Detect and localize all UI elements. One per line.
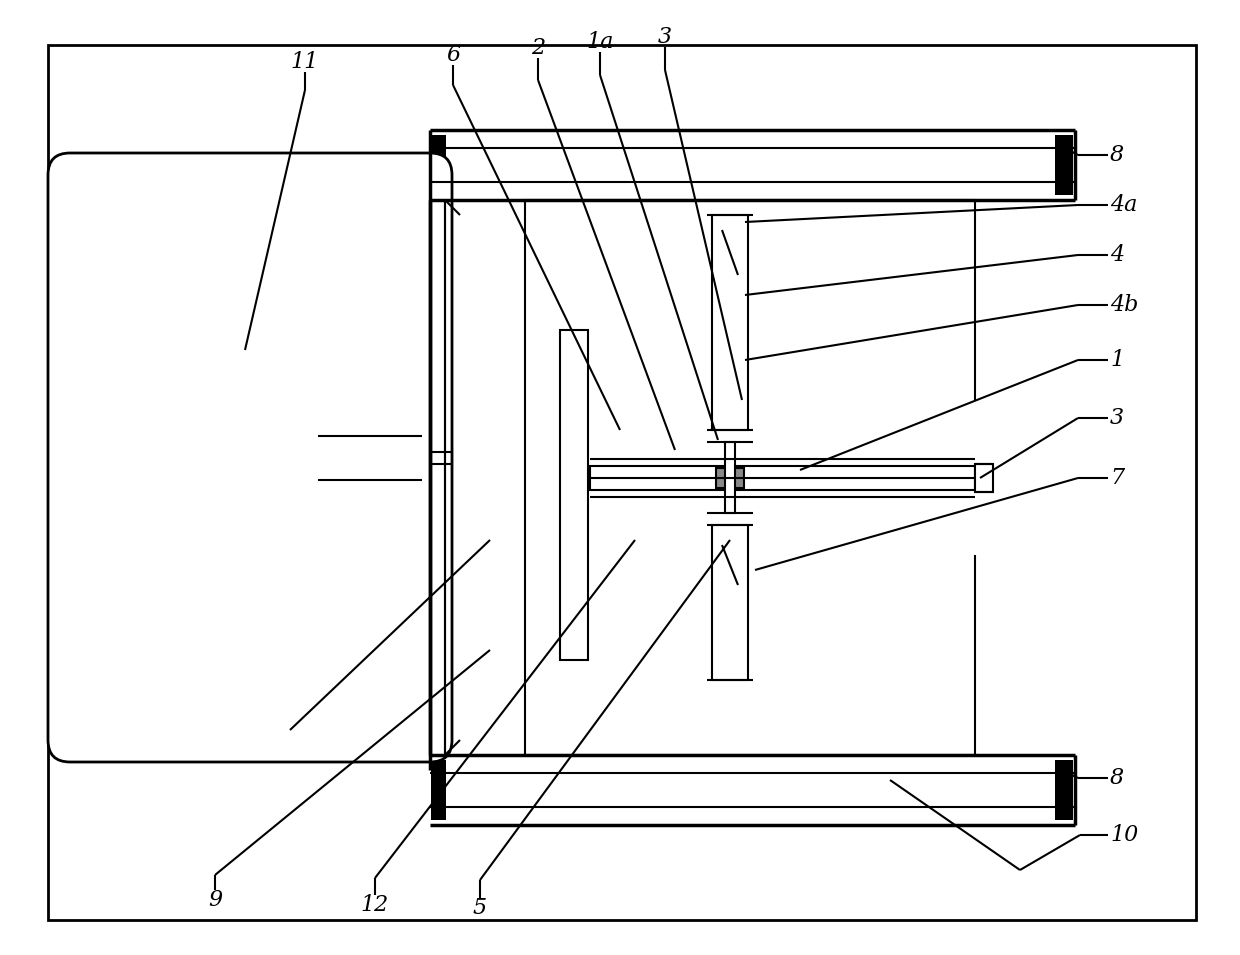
- Bar: [712, 215, 748, 430]
- Text: 8: 8: [1110, 144, 1125, 166]
- FancyBboxPatch shape: [48, 153, 453, 762]
- Text: 8: 8: [1110, 767, 1125, 789]
- Text: 4b: 4b: [1110, 294, 1138, 316]
- Bar: [715, 468, 744, 488]
- Text: 10: 10: [1110, 824, 1138, 846]
- Text: 3: 3: [658, 26, 672, 48]
- Bar: [715, 468, 744, 488]
- Text: 4: 4: [1110, 244, 1125, 266]
- Text: 12: 12: [361, 894, 389, 916]
- Text: 2: 2: [531, 37, 546, 59]
- Bar: [310, 426, 430, 490]
- Bar: [1055, 135, 1073, 195]
- Bar: [560, 330, 588, 660]
- Text: 1a: 1a: [587, 31, 614, 53]
- Bar: [725, 442, 735, 513]
- Text: 6: 6: [446, 44, 460, 66]
- Text: 4a: 4a: [1110, 194, 1137, 216]
- Text: 1: 1: [1110, 349, 1125, 371]
- Bar: [590, 466, 975, 490]
- Text: 5: 5: [472, 897, 487, 919]
- Bar: [975, 464, 993, 492]
- Bar: [432, 135, 446, 195]
- Text: 11: 11: [291, 51, 319, 73]
- Bar: [1055, 760, 1073, 820]
- Text: 3: 3: [1110, 407, 1125, 429]
- Bar: [432, 760, 446, 820]
- Text: 9: 9: [208, 889, 222, 911]
- Bar: [430, 448, 453, 468]
- Bar: [712, 525, 748, 680]
- Text: 7: 7: [1110, 467, 1125, 489]
